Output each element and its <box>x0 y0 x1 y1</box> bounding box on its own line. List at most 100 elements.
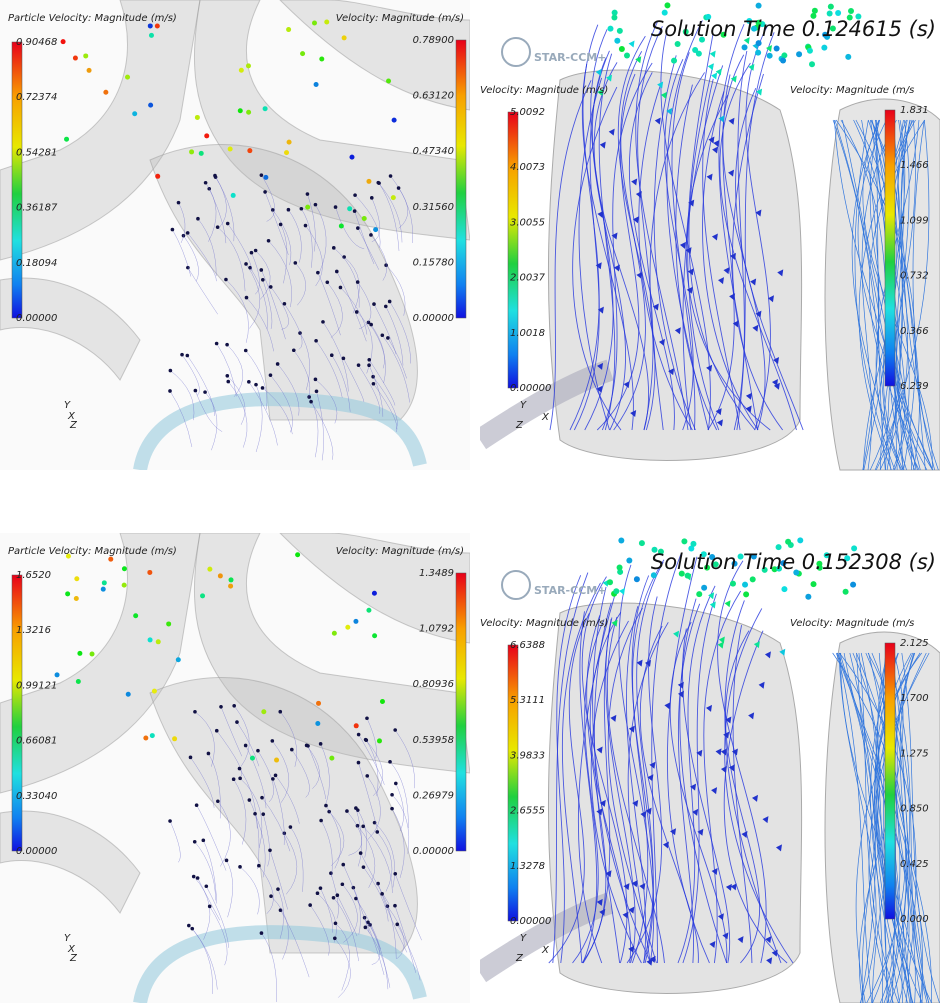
particle <box>671 57 678 64</box>
particle <box>327 809 331 814</box>
particle <box>623 52 630 59</box>
arrow <box>748 63 755 71</box>
arrow <box>597 362 604 370</box>
streamline <box>682 628 731 964</box>
arrow <box>751 794 758 802</box>
streamline <box>368 322 386 384</box>
particle <box>361 865 366 869</box>
particle <box>363 737 368 742</box>
particle <box>781 586 788 593</box>
particle <box>674 40 681 47</box>
particle <box>72 55 78 61</box>
legend-tick-label: 1.3278 <box>510 861 545 872</box>
streamline <box>861 119 880 471</box>
streamline <box>262 387 293 435</box>
streamline <box>549 80 592 431</box>
arrow <box>640 810 647 818</box>
particle <box>386 336 390 340</box>
particle <box>844 555 851 562</box>
streamline <box>214 175 235 242</box>
particle <box>396 186 401 190</box>
particle <box>367 363 371 368</box>
particle <box>192 839 197 844</box>
streamline <box>335 207 365 250</box>
streamline <box>367 775 381 840</box>
arrow <box>753 641 760 649</box>
particle <box>213 173 217 178</box>
particle <box>709 553 716 560</box>
arrow <box>628 945 635 953</box>
legend-tick-label: 2.0037 <box>510 273 546 284</box>
inflow-tube <box>480 359 614 450</box>
particle <box>345 809 349 813</box>
particle <box>170 227 175 232</box>
arrow <box>773 382 780 390</box>
particle <box>366 178 372 184</box>
legend-tick-label: 0.47340 <box>413 146 454 157</box>
vessel <box>824 98 940 471</box>
streamline <box>606 616 665 964</box>
particle <box>188 755 193 760</box>
particle <box>331 896 336 900</box>
streamline <box>579 611 598 964</box>
particle <box>270 739 275 743</box>
particle <box>262 106 268 112</box>
particle <box>215 225 220 229</box>
streamline <box>272 740 290 803</box>
arrow <box>647 774 654 782</box>
particle <box>750 553 757 560</box>
particle <box>316 700 322 706</box>
particle <box>278 709 283 714</box>
arrow <box>725 883 732 891</box>
streamline <box>169 390 193 448</box>
arrow <box>679 241 686 249</box>
particle <box>73 595 79 601</box>
streamline <box>365 739 383 796</box>
particle <box>271 777 275 781</box>
particle <box>688 545 695 552</box>
streamline <box>561 582 601 964</box>
particle <box>315 720 321 726</box>
arrow <box>611 619 618 627</box>
particle <box>376 738 382 744</box>
streamline <box>857 119 934 471</box>
arrow <box>711 867 718 875</box>
streamline <box>869 119 911 471</box>
streamline <box>381 893 397 959</box>
particle <box>356 226 360 230</box>
streamline <box>867 119 939 471</box>
particle <box>75 679 81 685</box>
arrow <box>724 600 731 608</box>
streamline <box>357 825 376 888</box>
arrow <box>718 636 725 644</box>
streamline <box>900 119 920 471</box>
arrow <box>706 173 713 181</box>
streamline <box>357 227 380 270</box>
particle <box>314 389 319 394</box>
arrow <box>728 764 735 772</box>
particle <box>74 576 80 582</box>
arrow <box>709 601 716 609</box>
arrow <box>686 286 693 294</box>
arrow <box>771 949 778 957</box>
arrow <box>755 209 762 217</box>
legend-tick-label: 0.26979 <box>413 790 454 801</box>
vessel <box>0 277 141 381</box>
legend-tick-label: 6.6388 <box>510 640 545 651</box>
arrow <box>623 883 630 891</box>
streamline <box>872 652 901 1003</box>
particle <box>207 566 213 572</box>
particle <box>286 139 292 145</box>
particle <box>253 248 258 253</box>
streamline <box>382 335 410 403</box>
particle <box>230 192 236 198</box>
streamline <box>374 822 395 888</box>
arrow <box>639 883 646 891</box>
streamline <box>891 652 930 1003</box>
legend-title: Velocity: Magnitude (m/s <box>790 618 914 629</box>
streamline <box>301 208 313 268</box>
arrow <box>713 139 720 147</box>
arrow <box>674 327 681 335</box>
arrow <box>711 233 718 241</box>
